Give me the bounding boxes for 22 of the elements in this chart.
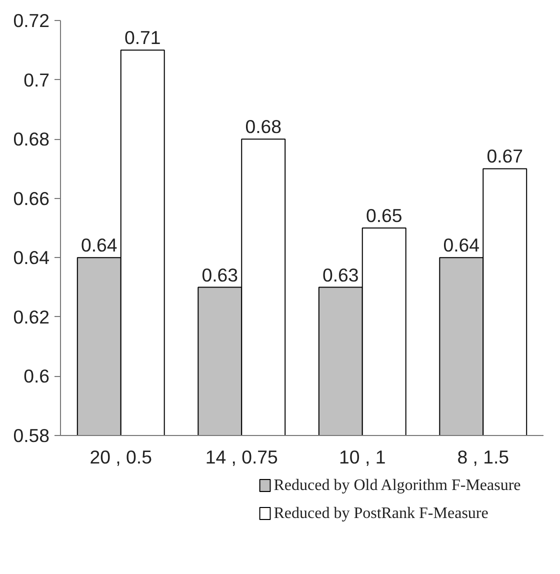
data-label: 0.63 <box>202 264 238 286</box>
y-tick-label: 0.64 <box>13 247 50 268</box>
x-tick-label: 10 , 1 <box>339 446 386 468</box>
y-tick-label: 0.62 <box>13 306 50 328</box>
data-label: 0.64 <box>443 234 480 256</box>
y-tick-label: 0.68 <box>13 128 50 150</box>
legend-label: Reduced by Old Algorithm F-Measure <box>274 477 521 494</box>
y-tick-label: 0.6 <box>24 366 50 387</box>
data-label: 0.71 <box>124 27 161 48</box>
y-tick-label: 0.66 <box>13 188 50 209</box>
y-tick-label: 0.7 <box>24 69 50 90</box>
y-tick-label: 0.72 <box>13 10 50 31</box>
data-label: 0.65 <box>366 205 402 226</box>
x-tick-label: 20 , 0.5 <box>90 446 152 468</box>
data-label: 0.68 <box>245 116 282 138</box>
y-tick-label: 0.58 <box>13 425 50 446</box>
data-label: 0.64 <box>80 234 118 256</box>
data-label: 0.63 <box>322 264 359 286</box>
data-label: 0.67 <box>486 146 524 167</box>
legend-label: Reduced by PostRank F-Measure <box>274 505 488 522</box>
x-tick-label: 8 , 1.5 <box>457 446 510 468</box>
x-tick-label: 14 , 0.75 <box>205 446 278 468</box>
